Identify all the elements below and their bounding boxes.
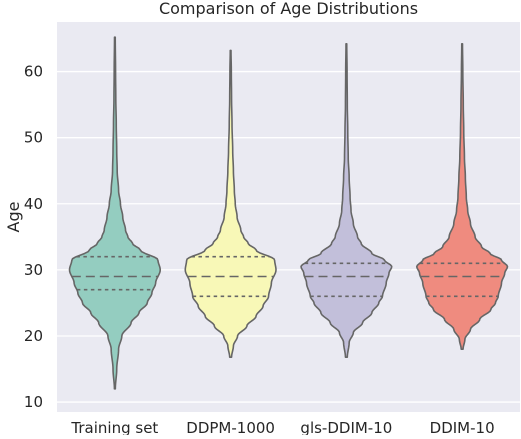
plot-background: [57, 22, 520, 412]
chart-title: Comparison of Age Distributions: [159, 0, 418, 18]
y-tick-labels: 10 20 30 40 50 60: [24, 63, 43, 412]
x-tick-labels: Training set DDPM-1000 gls-DDIM-10 DDIM-10: [70, 419, 495, 437]
violin-1: [184, 49, 277, 358]
y-tick-label: 50: [24, 129, 43, 147]
x-tick-label: Training set: [70, 419, 158, 435]
violin-body: [300, 43, 393, 358]
violin-0: [68, 36, 162, 390]
x-tick-label: DDIM-10: [430, 419, 495, 435]
y-tick-label: 40: [24, 195, 43, 213]
violin-3: [415, 43, 509, 350]
y-tick-label: 30: [24, 261, 43, 279]
x-tick-label: gls-DDIM-10: [300, 419, 392, 435]
violin-body: [415, 43, 509, 350]
y-axis-label: Age: [4, 202, 23, 233]
y-tick-label: 20: [24, 327, 43, 345]
violin-2: [300, 43, 393, 358]
y-tick-label: 60: [24, 63, 43, 81]
violins: [68, 36, 509, 390]
violin-body: [68, 36, 162, 390]
x-tick-label: DDPM-1000: [186, 419, 275, 435]
y-tick-label: 10: [24, 393, 43, 411]
